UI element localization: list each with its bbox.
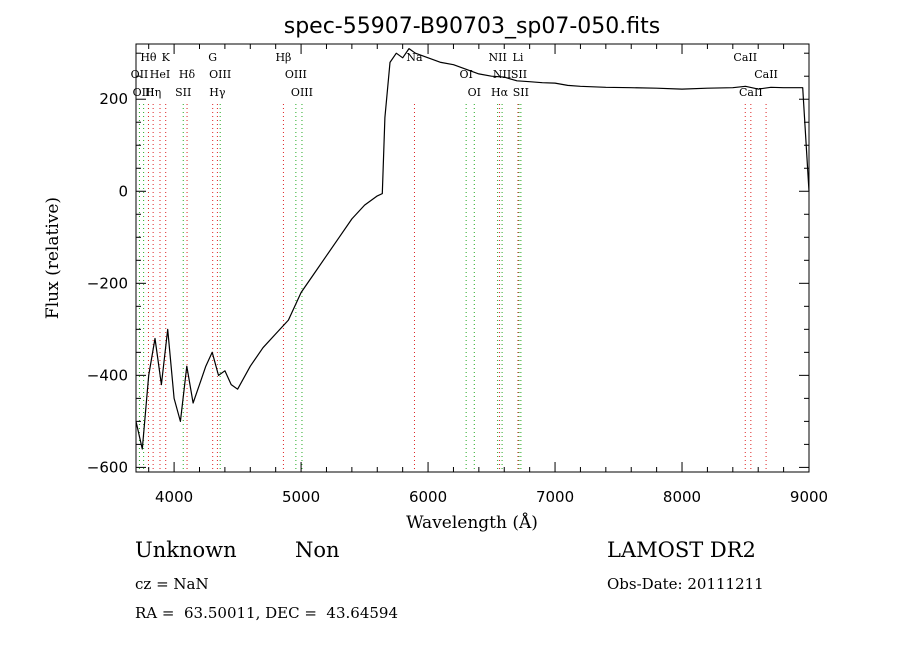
cz-text: cz = NaN (135, 575, 209, 593)
marker-label: G (208, 51, 217, 64)
marker-label: Hθ (140, 51, 157, 64)
marker-label: Hα (491, 86, 509, 99)
marker-label: SII (175, 86, 191, 99)
plot-frame (135, 43, 810, 473)
x-tick-label: 6000 (409, 488, 447, 506)
marker-label: SII (511, 68, 527, 81)
x-tick-label: 8000 (663, 488, 701, 506)
marker-label: OII (131, 68, 149, 81)
x-tick-label: 9000 (790, 488, 828, 506)
obs-date-text: Obs-Date: 20111211 (607, 575, 764, 593)
marker-label: OIII (285, 68, 307, 81)
marker-label: OIII (291, 86, 313, 99)
marker-label: K (162, 51, 171, 64)
marker-label: Hδ (179, 68, 196, 81)
y-tick-label: 200 (99, 90, 128, 108)
y-axis-label: Flux (relative) (43, 197, 63, 319)
x-axis-label: Wavelength (Å) (406, 512, 538, 533)
marker-label: Hη (145, 86, 161, 99)
spectrum-line (135, 47, 810, 450)
axis-ticks: 4000 5000 6000 7000 8000 9000 −600 −400 −200 0 200 (87, 44, 828, 506)
x-tick-label: 4000 (155, 488, 193, 506)
subclass-label: Non (295, 538, 340, 562)
marker-label: OIII (209, 68, 231, 81)
y-tick-label: −200 (87, 274, 128, 292)
marker-label: CaII (733, 51, 757, 64)
marker-label: Li (513, 51, 524, 64)
marker-label: Hβ (275, 51, 291, 64)
class-label: Unknown (135, 538, 237, 562)
x-tick-label: 7000 (536, 488, 574, 506)
marker-label: CaII (754, 68, 778, 81)
marker-label: OI (459, 68, 472, 81)
spectrum-layer (135, 47, 810, 450)
x-tick-label: 5000 (282, 488, 320, 506)
y-tick-label: −400 (87, 366, 128, 384)
marker-label: NII (488, 51, 506, 64)
marker-label: HeI (150, 68, 170, 81)
y-tick-label: −600 (87, 458, 128, 476)
chart-title: spec-55907-B90703_sp07-050.fits (284, 14, 661, 39)
marker-label: SII (513, 86, 529, 99)
marker-label: OIII (133, 86, 155, 99)
marker-label: Hγ (209, 86, 226, 99)
survey-label: LAMOST DR2 (607, 538, 756, 562)
marker-label: OI (468, 86, 481, 99)
y-tick-label: 0 (118, 182, 128, 200)
coords-text: RA = 63.50011, DEC = 43.64594 (135, 604, 399, 622)
marker-label: NII (493, 68, 511, 81)
